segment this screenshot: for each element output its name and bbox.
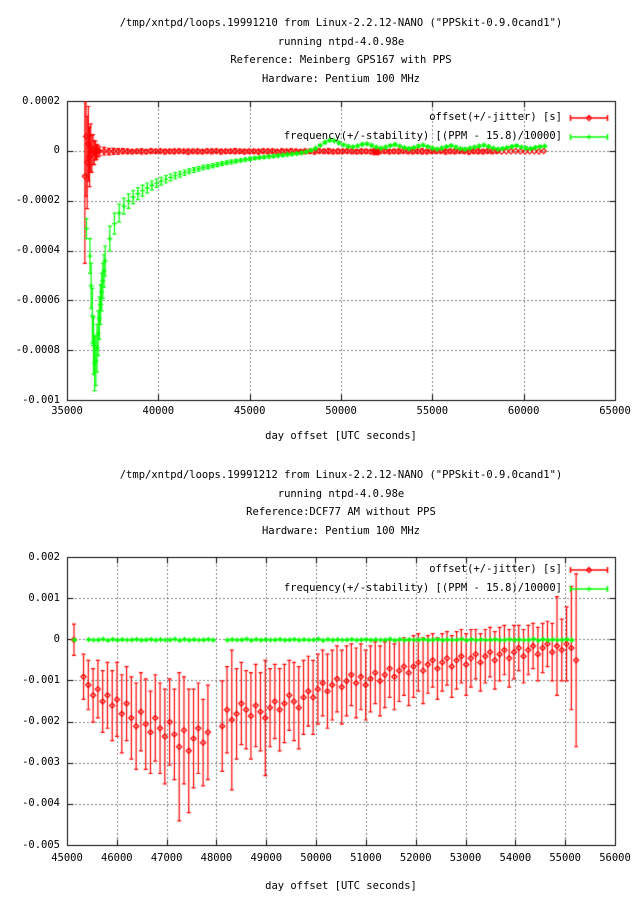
bottom-chart-title-line-2: running ntpd-4.0.98e xyxy=(277,487,405,500)
top-chart-title-line-2: running ntpd-4.0.98e xyxy=(277,35,405,48)
bottom-legend-frequency-label: frequency(+/-stability) [(PPM - 15.8)/10… xyxy=(283,582,562,594)
y-tick-label: 0.0002 xyxy=(22,94,60,107)
y-tick-label: 0 xyxy=(53,144,60,157)
x-tick-label: 40000 xyxy=(142,405,175,417)
y-tick-label: -0.002 xyxy=(22,715,60,728)
x-tick-label: 54000 xyxy=(499,852,532,864)
x-tick-label: 45000 xyxy=(233,405,266,417)
x-tick-label: 55000 xyxy=(416,405,449,417)
bottom-chart-title-line-1: /tmp/xntpd/loops.19991212 from Linux-2.2… xyxy=(119,469,563,481)
x-tick-label: 45000 xyxy=(51,852,83,864)
y-tick-label: -0.001 xyxy=(22,673,60,686)
top-legend-offset-label: offset(+/-jitter) [s] xyxy=(429,111,562,123)
x-tick-label: 56000 xyxy=(599,852,631,864)
top-chart-title-line-3: Reference: Meinberg GPS167 with PPS xyxy=(230,54,452,66)
x-tick-label: 47000 xyxy=(150,852,183,864)
x-tick-label: 35000 xyxy=(51,405,83,417)
x-tick-label: 46000 xyxy=(101,852,133,864)
x-tick-label: 52000 xyxy=(399,852,432,864)
top-chart-title-line-1: /tmp/xntpd/loops.19991210 from Linux-2.2… xyxy=(119,17,563,29)
top-chart-title-block: /tmp/xntpd/loops.19991210 from Linux-2.2… xyxy=(67,14,615,88)
bottom-chart-title-line-3: Reference:DCF77 AM without PPS xyxy=(246,506,436,518)
x-tick-label: 48000 xyxy=(200,852,233,864)
x-tick-label: 50000 xyxy=(300,852,332,864)
x-tick-label: 51000 xyxy=(350,852,382,864)
bottom-chart-title-line-4: Hardware: Pentium 100 MHz xyxy=(261,524,421,537)
y-tick-label: 0.001 xyxy=(28,591,60,604)
y-tick-label: -0.004 xyxy=(22,797,60,810)
y-tick-label: -0.005 xyxy=(22,838,60,851)
x-tick-label: 50000 xyxy=(325,405,357,417)
x-tick-label: 53000 xyxy=(449,852,482,864)
y-tick-label: -0.0008 xyxy=(15,343,60,356)
y-tick-label: -0.0002 xyxy=(15,194,60,207)
y-tick-label: 0.002 xyxy=(28,550,60,563)
x-tick-label: 60000 xyxy=(507,405,540,417)
y-tick-label: -0.0004 xyxy=(15,244,60,256)
y-tick-label: -0.001 xyxy=(22,393,60,406)
top-chart-title-line-4: Hardware: Pentium 100 MHz xyxy=(261,72,421,85)
y-tick-label: -0.003 xyxy=(22,756,60,769)
x-tick-label: 65000 xyxy=(599,405,631,417)
top-legend-frequency-label: frequency(+/-stability) [(PPM - 15.8)/10… xyxy=(283,130,562,142)
bottom-legend-offset-label: offset(+/-jitter) [s] xyxy=(429,563,562,575)
x-tick-label: 49000 xyxy=(250,852,283,864)
bottom-chart-title-block: /tmp/xntpd/loops.19991212 from Linux-2.2… xyxy=(67,466,615,540)
bottom-chart-xaxis-label: day offset [UTC seconds] xyxy=(265,880,417,892)
x-tick-label: 55000 xyxy=(549,852,581,864)
top-chart-xaxis-label: day offset [UTC seconds] xyxy=(265,430,417,442)
y-tick-label: -0.0006 xyxy=(15,293,60,306)
y-tick-label: 0 xyxy=(53,632,60,645)
